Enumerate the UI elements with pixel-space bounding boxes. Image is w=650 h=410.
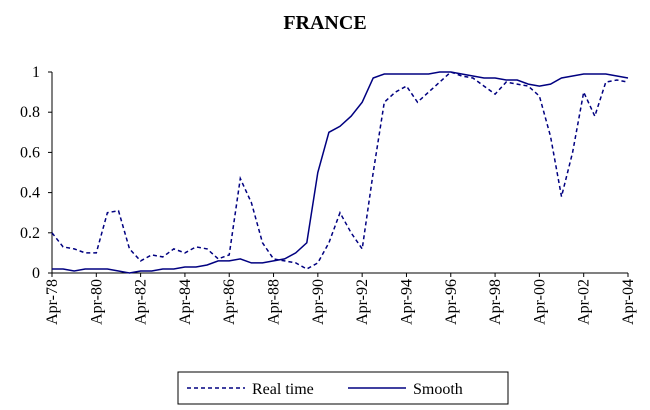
y-tick-label: 0.2	[20, 225, 40, 242]
legend-label: Smooth	[413, 381, 463, 398]
legend-box	[177, 371, 509, 405]
x-tick-label: Apr-80	[88, 279, 105, 325]
series-line	[52, 71, 629, 274]
y-tick-label: 0.4	[20, 185, 40, 202]
y-tick-label: 0.6	[20, 144, 40, 161]
x-tick-label: Apr-04	[620, 279, 637, 325]
x-tick-label: Apr-84	[177, 279, 194, 325]
x-tick-label: Apr-88	[266, 279, 283, 325]
y-tick-label: 1	[32, 64, 40, 81]
x-tick-label: Apr-00	[531, 279, 548, 325]
x-tick-label: Apr-86	[221, 279, 238, 325]
x-tick-label: Apr-94	[398, 279, 415, 325]
y-tick-label: 0	[32, 265, 40, 282]
series-line	[51, 71, 629, 270]
x-tick-label: Apr-90	[310, 279, 327, 325]
x-tick-label: Apr-98	[487, 279, 504, 325]
x-tick-label: Apr-02	[576, 279, 593, 325]
x-tick-label: Apr-96	[443, 279, 460, 325]
x-tick-label: Apr-92	[354, 279, 371, 325]
y-tick-label: 0.8	[20, 104, 40, 121]
x-tick-label: Apr-82	[133, 279, 150, 325]
chart-title: FRANCE	[283, 12, 366, 34]
x-tick-label: Apr-78	[44, 279, 61, 325]
legend-label: Real time	[252, 381, 314, 398]
